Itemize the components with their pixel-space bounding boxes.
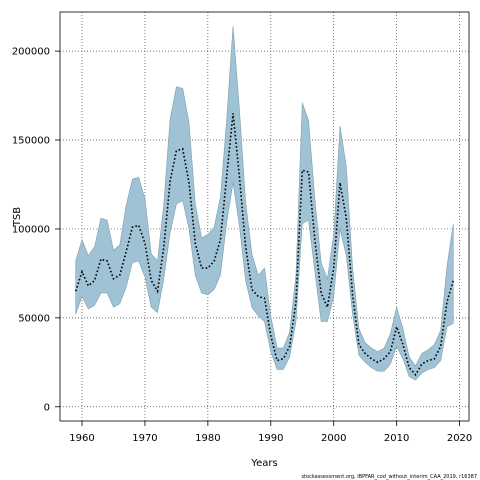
y-axis: 0 50000 100000 150000 200000 (12, 47, 60, 413)
y-tick-label: 0 (44, 402, 50, 413)
x-tick-label: 1980 (195, 433, 220, 444)
x-tick-label: 2020 (447, 433, 472, 444)
x-tick-label: 1960 (69, 433, 94, 444)
tsb-estimate-line (74, 113, 455, 377)
source-caption: stockassessment.org, IBPFAR_cod_without_… (301, 474, 477, 480)
x-tick-label: 2010 (384, 433, 409, 444)
y-tick-label: 150000 (12, 136, 50, 147)
y-tick-label: 50000 (18, 313, 50, 324)
x-tick-label: 1970 (132, 433, 157, 444)
x-axis-title: Years (250, 458, 277, 469)
y-tick-label: 100000 (12, 224, 50, 235)
x-axis: 1960 1970 1980 1990 2000 2010 2020 (69, 421, 472, 444)
y-tick-label: 200000 (12, 47, 50, 58)
plot-frame (59, 11, 470, 422)
x-tick-label: 2000 (321, 433, 346, 444)
y-axis-title: TSB (12, 207, 23, 227)
confidence-band (75, 26, 454, 381)
x-tick-label: 1990 (258, 433, 283, 444)
